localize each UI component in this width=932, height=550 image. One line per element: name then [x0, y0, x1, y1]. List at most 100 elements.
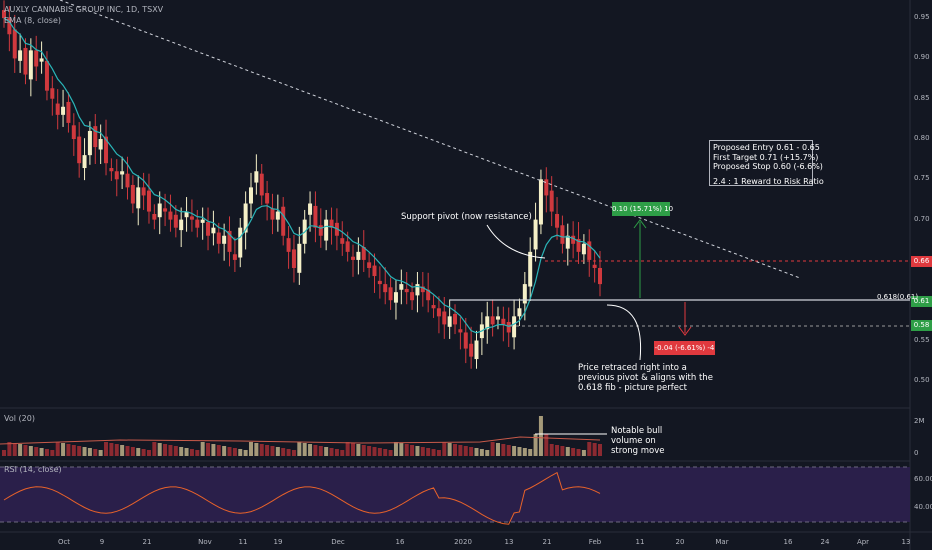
candle-body — [168, 211, 173, 220]
volume-bar — [254, 443, 259, 456]
retrace-line-1: Price retraced right into a — [578, 363, 687, 373]
volume-bar — [581, 450, 586, 456]
candle-body — [248, 187, 253, 204]
volume-bar — [447, 443, 452, 456]
volume-bar — [544, 434, 549, 456]
candle-body — [469, 343, 474, 357]
rsi-label: RSI (14, close) — [4, 465, 62, 474]
time-tick: 20 — [675, 538, 685, 546]
volume-bar — [571, 448, 576, 456]
volume-bar — [39, 448, 44, 456]
candle-body — [189, 216, 194, 220]
time-tick: 11 — [238, 538, 248, 546]
volume-bar — [238, 449, 243, 456]
volume-bar — [565, 447, 570, 456]
candle-body — [415, 284, 420, 296]
candle-body — [130, 184, 135, 204]
reward-risk-ratio: 2.4 : 1 Reward to Risk Ratio — [713, 176, 824, 186]
volume-bar — [189, 449, 194, 456]
volume-bar — [87, 448, 92, 456]
rsi-line — [3, 471, 601, 525]
price-tag-support: 0.61 — [911, 296, 932, 307]
candle-body — [544, 179, 549, 196]
volume-bar — [125, 446, 130, 456]
candle-body — [329, 219, 334, 228]
price-tick: 0.50 — [914, 375, 930, 384]
candle-body — [61, 106, 66, 115]
candle-body — [291, 249, 296, 268]
retrace-line-2: previous pivot & aligns with the — [578, 373, 713, 383]
stop-arrowhead — [678, 326, 692, 336]
time-tick: 11 — [635, 538, 645, 546]
volume-bar — [587, 442, 592, 456]
volume-bar — [211, 444, 216, 456]
candle-body — [587, 241, 592, 260]
volume-bar — [367, 446, 372, 456]
time-tick: 2020 — [454, 538, 472, 546]
volume-bar — [463, 446, 468, 456]
volume-bar — [506, 445, 511, 456]
volume-bar — [248, 442, 253, 456]
candle-body — [55, 103, 60, 115]
candle-body — [463, 332, 468, 349]
time-tick: 16 — [395, 538, 405, 546]
volume-bar — [34, 447, 39, 456]
volume-bar — [222, 446, 227, 456]
proposed-entry: Proposed Entry 0.61 - 0.65 — [713, 143, 820, 152]
candle-body — [393, 292, 398, 303]
volume-bar — [297, 442, 302, 456]
volume-bar — [388, 450, 393, 456]
time-tick: Feb — [588, 538, 602, 546]
volume-bar — [372, 447, 377, 456]
volume-bar — [356, 444, 361, 456]
volume-bar — [232, 448, 237, 456]
candle-body — [474, 340, 479, 360]
volume-bar — [66, 444, 71, 456]
volume-bar — [61, 443, 66, 456]
volume-bar — [195, 450, 200, 456]
price-tick: 0.75 — [914, 174, 930, 183]
candle-body — [173, 214, 178, 228]
candle-body — [313, 205, 318, 228]
volume-bar — [281, 448, 286, 456]
candle-body — [98, 139, 103, 150]
candle-body — [163, 208, 168, 212]
volume-bar — [104, 442, 109, 456]
candle-body — [146, 190, 151, 212]
volume-bar — [329, 448, 334, 456]
time-tick: Oct — [57, 538, 71, 546]
candle-body — [571, 235, 576, 244]
volume-bar — [522, 448, 527, 456]
volume-bar — [120, 445, 125, 456]
price-tick: 0.80 — [914, 134, 930, 143]
volume-bar — [82, 447, 87, 456]
candle-body — [216, 232, 221, 244]
volume-bar — [426, 448, 431, 456]
volume-bar — [157, 443, 162, 456]
candle-body — [195, 219, 200, 228]
candle-body — [141, 187, 146, 196]
price-tick: 0.85 — [914, 93, 930, 102]
volume-bar — [420, 447, 425, 456]
candle-body — [77, 136, 82, 164]
candle-body — [157, 203, 162, 218]
candle-body — [2, 10, 6, 19]
volume-bar — [206, 443, 211, 456]
time-tick: 19 — [273, 538, 283, 546]
volume-bar — [18, 444, 23, 456]
candle-body — [420, 286, 425, 293]
candle-body — [555, 213, 560, 228]
time-tick: 13 — [504, 538, 514, 546]
trade-plan-box[interactable]: Proposed Entry 0.61 - 0.65 First Target … — [709, 140, 824, 186]
price-tag-stop: 0.58 — [911, 320, 932, 331]
volume-bar — [286, 449, 291, 456]
volume-bar — [592, 443, 597, 456]
volume-bar — [302, 443, 307, 456]
volume-bar — [71, 445, 76, 456]
volume-bar — [216, 445, 221, 456]
volume-bar — [361, 445, 366, 456]
time-tick: Dec — [331, 538, 345, 546]
volume-bar — [130, 447, 135, 456]
